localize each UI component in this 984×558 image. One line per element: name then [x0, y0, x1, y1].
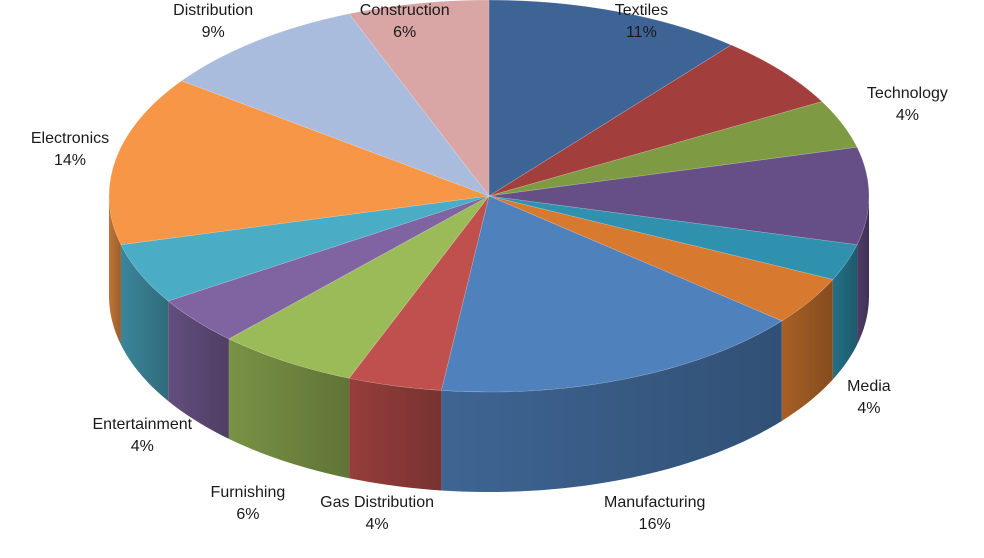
slice-label-value: 6%: [393, 24, 417, 41]
pie-slice-electronics: [108, 80, 490, 246]
pie-slice-gas-distribution: [348, 195, 490, 391]
slice-label: Technology 4%: [867, 83, 948, 127]
slice-label: Distribution 9%: [173, 0, 253, 44]
slice-label-value: 11%: [625, 24, 657, 41]
slice-label-value: 6%: [236, 505, 260, 523]
slice-label: Textiles 11%: [615, 0, 668, 44]
slice-label: Media 4%: [847, 376, 891, 420]
slice-label: Manufacturing 16%: [604, 492, 705, 536]
pie-slice-construction: [348, 0, 490, 197]
pie-slice-side: [832, 244, 858, 380]
pie-slice-unlabeled-4: [488, 195, 858, 280]
slice-label-value: 14%: [53, 151, 87, 169]
slice-label: Gas Distribution 4%: [320, 492, 434, 536]
pie-slice-side: [168, 301, 229, 439]
pie-slice-technology: [488, 101, 858, 197]
pie-slice-side: [857, 196, 869, 345]
pie-sides: [109, 196, 869, 492]
pie-slice-distribution: [180, 13, 490, 197]
slice-label-name: Construction: [359, 2, 450, 19]
slice-label-value: 4%: [857, 399, 881, 417]
pie-slice-media: [488, 195, 834, 322]
slice-label-value: 16%: [638, 516, 671, 533]
slice-label-name: Furnishing: [210, 483, 286, 501]
slice-label: Furnishing 6%: [211, 482, 286, 526]
slice-label: Electronics 14%: [31, 128, 109, 172]
pie-slice-side: [349, 378, 442, 491]
pie-slice-side: [228, 338, 350, 479]
pie-slice-unlabeled-10: [120, 195, 490, 302]
slice-label-value: 9%: [201, 24, 225, 41]
pie-tops: [108, 0, 870, 393]
slice-label-name: Media: [847, 377, 891, 395]
slice-label-value: 4%: [365, 516, 389, 533]
pie-slice-textiles: [488, 0, 732, 197]
pie-slice-side: [109, 196, 121, 345]
pie-slice-furnishing: [228, 195, 490, 379]
slice-label-value: 4%: [895, 107, 919, 125]
slice-label-name: Entertainment: [92, 415, 193, 433]
slice-label-name: Manufacturing: [603, 494, 706, 511]
pie-slice-entertainment: [167, 195, 490, 340]
slice-label-name: Gas Distribution: [320, 494, 435, 511]
slice-label-name: Textiles: [614, 2, 669, 19]
pie-slice-unlabeled-1: [488, 44, 823, 197]
slice-label-name: Technology: [866, 85, 948, 103]
slice-label: Entertainment 4%: [92, 414, 192, 458]
pie-slice-side: [120, 244, 169, 402]
slice-label: Construction 6%: [360, 0, 450, 44]
slice-label-name: Electronics: [30, 129, 110, 147]
slice-label-value: 4%: [130, 437, 154, 455]
pie-slice-side: [441, 320, 782, 492]
pie-slice-unlabeled-3: [488, 146, 870, 246]
slice-label-name: Distribution: [173, 2, 254, 19]
pie-slice-manufacturing: [440, 195, 783, 393]
pie-slice-side: [781, 279, 833, 421]
